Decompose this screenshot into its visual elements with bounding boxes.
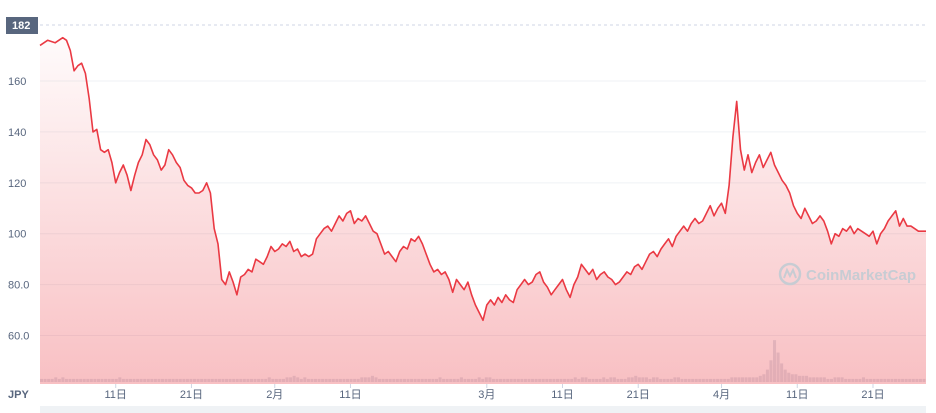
price-area-fill [40, 37, 926, 384]
x-tick-label: 2月 [266, 389, 283, 401]
x-tick-label: 11日 [105, 389, 127, 401]
y-tick-label: 60.0 [8, 331, 29, 343]
x-tick-label: 21日 [627, 389, 650, 401]
y-tick-label: 100 [8, 229, 26, 241]
x-tick-label: 3月 [478, 389, 495, 401]
x-tick-label: 21日 [861, 389, 884, 401]
current-price-badge-bg [6, 17, 38, 34]
x-tick-label: 21日 [180, 389, 203, 401]
current-price-label: 182 [12, 20, 30, 32]
current-price-badge: 182 [6, 17, 38, 34]
y-tick-label: 160 [8, 76, 26, 88]
y-axis-labels: 60.0 80.0 100 120 140 160 [8, 76, 29, 343]
price-line [39, 36, 926, 322]
watermark: CoinMarketCap [778, 262, 916, 286]
x-axis-labels: 11日 21日 2月 11日 3月 11日 21日 4月 11日 21日 [105, 384, 885, 401]
y-tick-label: 80.0 [8, 280, 29, 292]
watermark-text: CoinMarketCap [806, 267, 916, 284]
y-tick-label: 140 [8, 127, 26, 139]
time-range-scrollbar[interactable] [40, 406, 926, 413]
x-tick-label: 11日 [339, 389, 361, 401]
y-tick-label: 120 [8, 178, 26, 190]
coinmarketcap-logo-icon [778, 262, 802, 286]
x-tick-label: 11日 [551, 389, 573, 401]
x-tick-label: 11日 [786, 389, 808, 401]
price-series [39, 36, 926, 384]
currency-label: JPY [8, 389, 29, 401]
scrollbar-track[interactable] [40, 406, 926, 413]
x-tick-label: 4月 [713, 389, 730, 401]
